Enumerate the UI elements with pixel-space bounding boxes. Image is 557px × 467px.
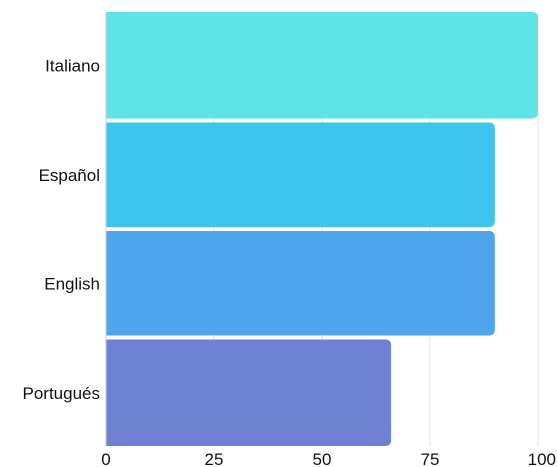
bar-portugu-s[interactable] xyxy=(106,339,392,447)
category-label: Italiano xyxy=(45,56,100,75)
x-tick-label: 100 xyxy=(528,450,556,467)
x-tick-label: 50 xyxy=(313,450,332,467)
category-labels: Italiano Español English Portugués xyxy=(23,56,101,403)
category-label: Portugués xyxy=(23,384,101,403)
x-tick-label: 25 xyxy=(205,450,224,467)
x-tick-labels: 0 25 50 75 100 xyxy=(101,450,556,467)
bars xyxy=(106,12,538,446)
category-label: Español xyxy=(39,166,100,185)
x-tick-label: 0 xyxy=(101,450,110,467)
bar-espa-ol[interactable] xyxy=(106,122,495,228)
x-tick-label: 75 xyxy=(421,450,440,467)
category-label: English xyxy=(44,274,100,293)
bar-italiano[interactable] xyxy=(106,12,538,119)
bar-english[interactable] xyxy=(106,231,495,336)
